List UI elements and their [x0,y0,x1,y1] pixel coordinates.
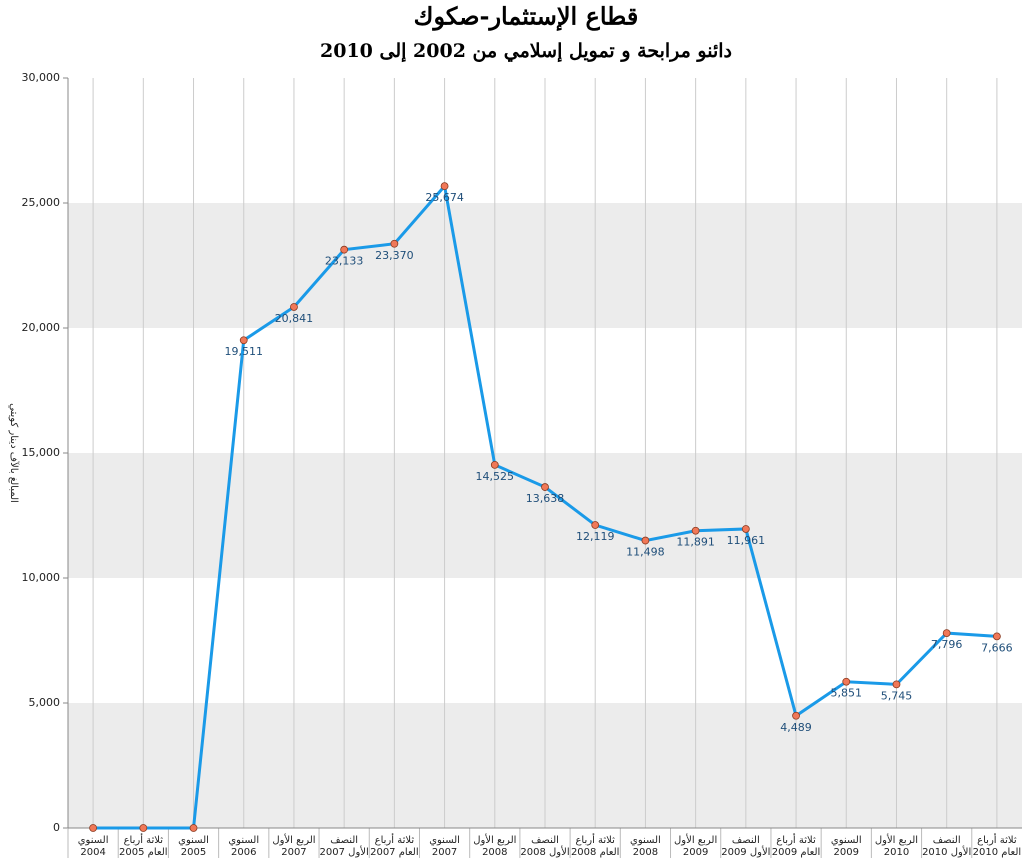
x-tick-label: السنوي [78,835,109,846]
marker [591,521,600,529]
marker [741,525,750,533]
x-tick-label: السنوي [429,835,460,846]
y-tick-label: 25,000 [22,196,61,209]
y-tick-label: 15,000 [22,446,61,459]
marker [892,680,901,689]
x-tick-label: ثلاثة أرباع [776,833,816,846]
marker [390,239,399,248]
marker [641,536,650,545]
y-tick-label: 10,000 [22,571,61,584]
x-tick-label: العام 2008 [571,847,620,858]
x-tick-label: الربع الأول [674,833,717,846]
chart-title: قطاع الإستثمار-صكوك [414,2,639,32]
x-tick-label: النصف [531,835,559,846]
x-tick-label: الربع الأول [473,833,516,846]
marker [541,483,549,491]
x-tick-label: 2008 [482,847,507,858]
x-tick-label: ثلاثة أرباع [375,833,415,846]
marker [691,526,700,535]
data-label: 7,796 [931,638,963,651]
x-tick-label: العام 2009 [772,847,821,858]
data-label: 12,119 [576,530,615,543]
x-tick-label: النصف [933,835,961,846]
x-tick-label: 2004 [80,847,105,858]
marker [440,182,449,191]
x-tick-label: ثلاثة أرباع [124,833,164,846]
x-tick-label: الأول 2010 [922,845,971,858]
x-tick-label: 2007 [432,847,457,858]
marker [842,677,851,686]
marker [139,824,148,832]
y-tick-label: 30,000 [22,71,61,84]
x-tick-label: الأول 2008 [520,845,569,858]
data-label: 14,525 [476,470,515,483]
data-label: 23,133 [325,255,364,268]
x-tick-label: 2007 [281,847,306,858]
marker [942,629,951,637]
data-label: 11,891 [676,536,715,549]
data-label: 7,666 [981,641,1013,654]
data-label: 23,370 [375,249,414,262]
x-tick-label: السنوي [178,835,209,846]
data-label: 5,745 [881,689,913,702]
y-axis-label: المبالغ بالآف دينار كويتي [8,403,20,503]
y-tick-label: 5,000 [29,696,61,709]
x-tick-label: 2006 [231,847,256,858]
x-tick-label: ثلاثة أرباع [977,833,1017,846]
y-tick-label: 20,000 [22,321,61,334]
x-tick-label: العام 2010 [973,847,1022,858]
marker [992,632,1001,641]
x-tick-label: 2009 [683,847,708,858]
x-tick-label: الأول 2007 [320,845,369,858]
marker [290,303,298,311]
data-label: 4,489 [780,721,812,734]
data-label: 11,961 [727,534,766,547]
x-tick-label: السنوي [228,835,259,846]
y-tick-label: 0 [53,821,60,834]
x-tick-label: السنوي [630,835,661,846]
data-label: 19,511 [224,345,263,358]
chart-subtitle: دائنو مرابحة و تمويل إسلامي من 2002 إلى … [320,40,732,63]
marker [340,245,349,254]
marker [239,336,248,345]
marker [792,711,800,720]
data-label: 5,851 [831,687,863,700]
data-label: 25,674 [425,191,464,204]
marker [490,460,499,469]
x-tick-label: الأول 2009 [721,845,770,858]
x-tick-label: ثلاثة أرباع [575,833,615,846]
x-tick-label: الربع الأول [272,833,315,846]
x-tick-label: النصف [330,835,358,846]
x-tick-label: 2009 [834,847,859,858]
x-tick-label: العام 2007 [370,847,419,858]
data-label: 11,498 [626,546,665,559]
marker [89,824,98,832]
x-tick-label: النصف [732,835,760,846]
x-tick-label: 2008 [633,847,658,858]
x-tick-label: الربع الأول [875,833,918,846]
data-label: 20,841 [275,312,314,325]
data-label: 13,638 [526,492,565,505]
x-tick-label: 2005 [181,847,206,858]
marker [189,824,198,832]
x-tick-label: العام 2005 [119,847,168,858]
x-tick-label: 2010 [884,847,909,858]
x-tick-label: السنوي [831,835,862,846]
